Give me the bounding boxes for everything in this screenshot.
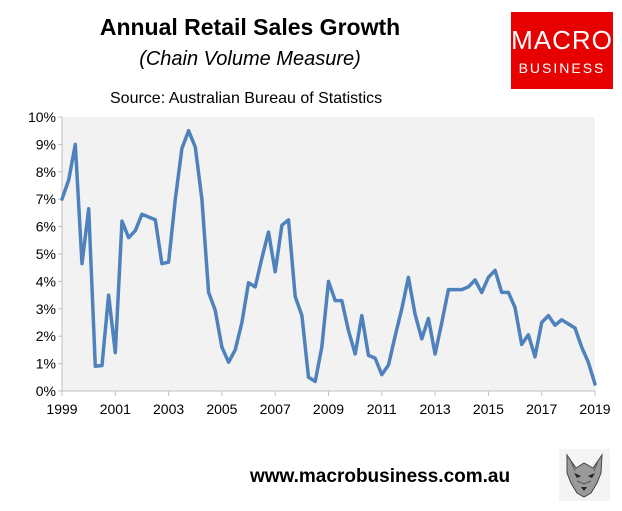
logo-line1: MACRO xyxy=(511,25,613,55)
source-note: Source: Australian Bureau of Statistics xyxy=(110,90,383,107)
y-tick-label: 6% xyxy=(36,219,56,235)
plot-area xyxy=(62,117,595,391)
logo-line2: BUSINESS xyxy=(518,60,606,76)
y-tick-label: 0% xyxy=(36,383,56,399)
x-tick-label: 2015 xyxy=(473,401,504,417)
x-tick-label: 2011 xyxy=(367,401,397,417)
chart-title: Annual Retail Sales Growth xyxy=(99,14,401,40)
macrobusiness-logo: MACRO BUSINESS xyxy=(511,12,613,89)
y-tick-label: 8% xyxy=(36,164,56,180)
x-tick-label: 2001 xyxy=(100,401,131,417)
line-chart: 0% 1% 2% 3% 4% 5% 6% 7% 8% 9% 10% 1999 2001 2003 2005… xyxy=(28,109,611,417)
x-tick-label: 2019 xyxy=(579,401,610,417)
x-tick-label: 2005 xyxy=(206,401,237,417)
y-tick-label: 1% xyxy=(36,356,56,372)
y-tick-label: 2% xyxy=(36,328,56,344)
x-tick-label: 2009 xyxy=(313,401,344,417)
y-tick-label: 3% xyxy=(36,301,56,317)
x-tick-label: 1999 xyxy=(46,401,77,417)
series-line xyxy=(60,128,597,386)
x-tick-label: 2017 xyxy=(526,401,557,417)
x-tick-label: 2013 xyxy=(420,401,451,417)
y-tick-label: 9% xyxy=(36,136,56,152)
website-url[interactable]: www.macrobusiness.com.au xyxy=(250,466,511,487)
x-tick-label: 2007 xyxy=(260,401,291,417)
y-tick-label: 4% xyxy=(36,273,56,289)
chart-subtitle: (Chain Volume Measure) xyxy=(139,48,361,70)
x-tick-label: 2003 xyxy=(153,401,184,417)
y-tick-label: 10% xyxy=(28,109,56,125)
wolf-logo-icon xyxy=(559,449,610,501)
y-tick-label: 5% xyxy=(36,246,56,262)
y-tick-label: 7% xyxy=(36,191,56,207)
